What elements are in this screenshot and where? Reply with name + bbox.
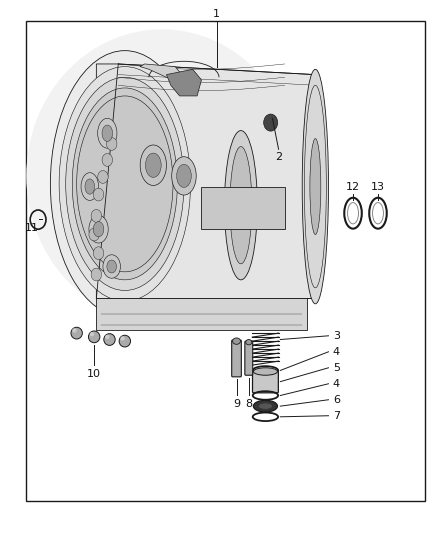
Ellipse shape — [71, 327, 82, 339]
Ellipse shape — [59, 67, 191, 301]
Ellipse shape — [120, 336, 125, 341]
Ellipse shape — [103, 255, 120, 278]
Circle shape — [102, 154, 113, 166]
Circle shape — [89, 228, 99, 241]
Ellipse shape — [105, 335, 110, 339]
Ellipse shape — [253, 368, 278, 375]
Text: 5: 5 — [333, 363, 340, 373]
Circle shape — [93, 188, 104, 201]
Ellipse shape — [89, 215, 108, 243]
Polygon shape — [201, 187, 285, 229]
Text: 4: 4 — [333, 379, 340, 389]
FancyBboxPatch shape — [245, 341, 253, 375]
Ellipse shape — [26, 29, 298, 322]
Ellipse shape — [88, 331, 100, 343]
Ellipse shape — [77, 96, 173, 272]
Text: 2: 2 — [275, 152, 282, 162]
FancyBboxPatch shape — [252, 370, 279, 393]
Ellipse shape — [104, 334, 115, 345]
Polygon shape — [96, 64, 315, 298]
Text: 9: 9 — [233, 399, 240, 409]
Text: 1: 1 — [213, 9, 220, 19]
Polygon shape — [166, 69, 201, 96]
Text: 7: 7 — [333, 411, 340, 421]
Ellipse shape — [172, 157, 196, 195]
Ellipse shape — [72, 88, 177, 280]
Ellipse shape — [302, 69, 328, 304]
Circle shape — [91, 209, 102, 222]
Text: 10: 10 — [87, 369, 101, 379]
Ellipse shape — [93, 222, 104, 237]
Ellipse shape — [177, 164, 191, 188]
Ellipse shape — [85, 179, 95, 194]
Ellipse shape — [246, 340, 252, 345]
Text: 13: 13 — [371, 182, 385, 192]
Ellipse shape — [119, 335, 131, 347]
Ellipse shape — [90, 332, 94, 336]
Circle shape — [98, 171, 108, 183]
Text: 12: 12 — [346, 182, 360, 192]
Ellipse shape — [253, 400, 278, 412]
Text: 11: 11 — [25, 223, 39, 232]
Ellipse shape — [66, 77, 184, 290]
Ellipse shape — [50, 51, 199, 317]
Text: 4: 4 — [333, 347, 340, 357]
Circle shape — [91, 268, 102, 281]
Text: 8: 8 — [245, 399, 252, 409]
Ellipse shape — [98, 118, 117, 148]
Ellipse shape — [310, 139, 321, 235]
Text: 3: 3 — [333, 331, 340, 341]
Ellipse shape — [224, 131, 257, 280]
Ellipse shape — [233, 338, 240, 344]
Ellipse shape — [72, 328, 77, 333]
Polygon shape — [96, 298, 307, 330]
Ellipse shape — [81, 173, 99, 200]
Text: 6: 6 — [333, 395, 340, 405]
Ellipse shape — [145, 153, 161, 177]
Ellipse shape — [230, 147, 252, 264]
Ellipse shape — [107, 260, 117, 273]
Circle shape — [106, 138, 117, 150]
Ellipse shape — [140, 145, 166, 185]
Ellipse shape — [102, 125, 113, 141]
Circle shape — [264, 114, 278, 131]
FancyBboxPatch shape — [232, 340, 241, 377]
Circle shape — [93, 247, 104, 260]
Ellipse shape — [258, 403, 272, 409]
Polygon shape — [140, 64, 184, 77]
